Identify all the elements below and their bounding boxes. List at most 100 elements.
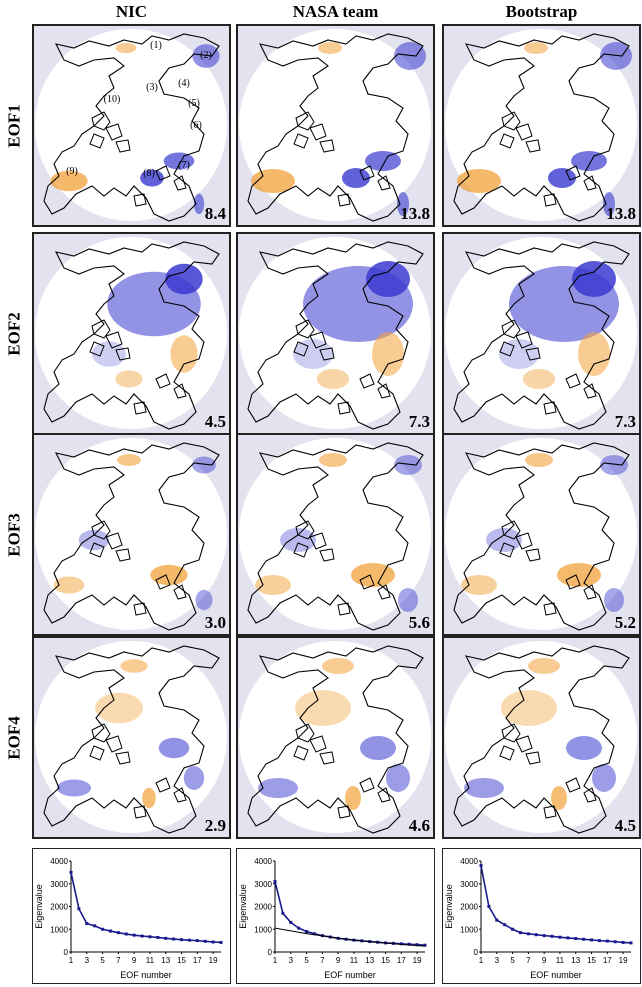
column-title-2: Bootstrap <box>505 2 578 21</box>
eof-map-panel: (1) (2) (3) (4) (5) (6) (7) (8) (9) (10) 8.4 <box>32 24 231 227</box>
x-tick-label: 9 <box>542 956 547 965</box>
series-line <box>480 865 632 944</box>
coastline <box>453 33 630 222</box>
x-tick-label: 15 <box>381 956 390 965</box>
data-point <box>613 940 617 944</box>
series-line <box>274 881 426 946</box>
x-tick-label: 3 <box>495 956 500 965</box>
y-axis-label: Eigenvalue <box>238 884 248 929</box>
eof-map-panel: 4.5 <box>442 636 641 839</box>
data-point <box>156 935 160 939</box>
y-tick-label: 1000 <box>460 925 478 934</box>
coastline <box>43 33 220 222</box>
x-tick-label: 13 <box>365 956 374 965</box>
data-point <box>479 864 483 868</box>
y-tick-label: 3000 <box>50 880 68 889</box>
data-point <box>211 940 215 944</box>
data-point <box>148 935 152 939</box>
x-tick-label: 17 <box>193 956 202 965</box>
data-point <box>495 918 499 922</box>
coastline <box>247 645 424 834</box>
x-tick-label: 11 <box>146 956 155 965</box>
data-point <box>85 922 89 926</box>
row-label-3: EOF4 <box>0 636 30 839</box>
y-tick-label: 3000 <box>254 880 272 889</box>
arctic-map <box>35 641 227 834</box>
data-point <box>180 938 184 942</box>
data-point <box>312 932 316 936</box>
x-tick-label: 9 <box>132 956 137 965</box>
series-line <box>70 872 222 944</box>
data-point <box>93 924 97 928</box>
eof-map-panel: 7.3 <box>442 232 641 435</box>
y-tick-label: 0 <box>474 948 479 957</box>
data-point <box>281 911 285 915</box>
data-point <box>164 936 168 940</box>
x-tick-label: 3 <box>289 956 294 965</box>
variance-percent: 3.0 <box>204 613 226 632</box>
variance-percent: 4.5 <box>204 412 226 431</box>
x-tick-label: 17 <box>603 956 612 965</box>
data-point <box>203 939 207 943</box>
x-tick-label: 7 <box>320 956 325 965</box>
arctic-map <box>445 237 637 430</box>
coastline <box>453 645 630 834</box>
eigenvalue-chart: 0 1000 2000 3000 4000 1 3 5 7 9 11 13 15 17 19 EOF numb… <box>32 848 231 984</box>
data-point <box>124 932 128 936</box>
row-label-1: EOF2 <box>0 232 30 435</box>
x-tick-label: 9 <box>336 956 341 965</box>
region-label: (5) <box>188 98 200 109</box>
column-title-1: NASA team <box>292 2 379 21</box>
x-tick-label: 19 <box>413 956 422 965</box>
region-label: (9) <box>66 166 78 177</box>
x-tick-label: 19 <box>619 956 628 965</box>
coastline <box>247 241 424 430</box>
arctic-map: (1) (2) (3) (4) (5) (6) (7) (8) (9) (10) <box>35 29 227 222</box>
data-point <box>289 920 293 924</box>
row-label-0: EOF1 <box>0 24 30 227</box>
region-label: (8) <box>143 168 155 179</box>
row-label-text: EOF2 <box>5 311 25 356</box>
column-title-0: NIC <box>115 2 148 21</box>
data-point <box>140 934 144 938</box>
y-tick-label: 0 <box>64 948 69 957</box>
x-tick-label: 11 <box>350 956 359 965</box>
data-point <box>534 933 538 937</box>
data-point <box>172 937 176 941</box>
variance-percent: 4.5 <box>614 816 636 835</box>
data-point <box>511 927 515 931</box>
variance-percent: 13.8 <box>400 204 430 223</box>
coastline <box>247 33 424 222</box>
region-label: (1) <box>150 40 162 51</box>
variance-percent: 8.4 <box>204 204 226 223</box>
x-tick-label: 15 <box>587 956 596 965</box>
region-label: (3) <box>146 82 158 93</box>
region-label: (4) <box>178 78 190 89</box>
coastline <box>453 442 630 631</box>
eof-map-panel: 7.3 <box>236 232 435 435</box>
eof-map-panel: 5.6 <box>236 433 435 636</box>
region-label: (6) <box>190 120 202 131</box>
data-point <box>503 923 507 927</box>
eof-map-panel: 4.6 <box>236 636 435 839</box>
arctic-map <box>35 237 227 430</box>
data-point <box>487 905 491 908</box>
x-axis-label: EOF number <box>530 970 582 980</box>
data-point <box>558 935 562 939</box>
data-point <box>582 937 586 941</box>
coastline <box>43 442 220 631</box>
row-label-text: EOF4 <box>5 715 25 760</box>
y-tick-label: 4000 <box>50 857 68 866</box>
data-point <box>423 943 427 947</box>
x-tick-label: 13 <box>571 956 580 965</box>
y-tick-label: 2000 <box>50 903 68 912</box>
variance-percent: 5.6 <box>408 613 430 632</box>
arctic-map <box>35 438 227 631</box>
eof-map-panel: 5.2 <box>442 433 641 636</box>
x-axis-label: EOF number <box>120 970 172 980</box>
x-tick-label: 1 <box>479 956 484 965</box>
data-point <box>542 934 546 938</box>
x-tick-label: 5 <box>510 956 515 965</box>
